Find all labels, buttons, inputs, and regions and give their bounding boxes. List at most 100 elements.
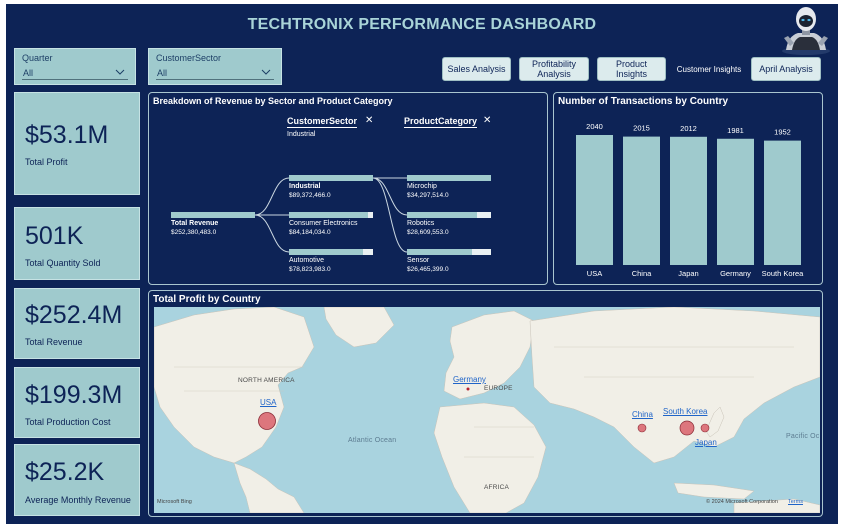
quarter-dropdown[interactable]: All — [22, 66, 128, 80]
quarter-slicer[interactable]: Quarter All — [14, 48, 136, 85]
chevron-down-icon[interactable] — [260, 66, 272, 78]
map-copyright: © 2024 Microsoft Corporation — [706, 499, 778, 505]
bar-china[interactable] — [623, 136, 660, 265]
bar-south-korea[interactable] — [764, 140, 801, 265]
connector-sector-category-2 — [372, 177, 408, 253]
quarter-slicer-label: Quarter — [22, 53, 53, 63]
profitability-line1: Profitability — [531, 59, 576, 69]
pacific-ocean-label: Pacific Oc — [786, 433, 820, 440]
dashboard: TECHTRONIX PERFORMANCE DASHBOARD Quarter… — [6, 4, 838, 524]
profit-bubbles — [258, 387, 710, 436]
tree-node-bar — [289, 212, 373, 218]
europe-label: EUROPE — [484, 385, 513, 392]
germany-label[interactable]: Germany — [453, 375, 486, 384]
north-america-label: NORTH AMERICA — [238, 377, 295, 384]
south-korea-label[interactable]: South Korea — [663, 407, 708, 416]
chevron-down-icon[interactable] — [114, 66, 126, 78]
tree-node-value: $26,465,399.0 — [407, 266, 449, 273]
tree-node-bar-fill — [407, 212, 477, 218]
customer-sector-slicer-label: CustomerSector — [156, 53, 222, 63]
bar-japan[interactable] — [670, 136, 707, 265]
quarter-value: All — [23, 68, 34, 78]
tick-label: South Korea — [762, 269, 805, 278]
connector-root-sector-2 — [254, 214, 290, 253]
tick-label: Japan — [678, 269, 698, 278]
atlantic-ocean-label: Atlantic Ocean — [348, 437, 397, 444]
africa-label: AFRICA — [484, 484, 510, 491]
profitability-analysis-button[interactable]: Profitability Analysis — [519, 57, 589, 81]
robot-avatar-icon — [782, 7, 830, 55]
kpi-label: Total Production Cost — [25, 417, 111, 427]
tree-node-bar-fill — [289, 249, 363, 255]
profit-map-title: Total Profit by Country — [153, 294, 261, 305]
profit-map-panel: Total Profit by Country — [148, 290, 823, 517]
customer-sector-selected: Industrial — [287, 131, 316, 138]
tree-node-label: Total Revenue — [171, 220, 219, 227]
kpi-value: 501K — [25, 222, 84, 250]
revenue-breakdown-panel: Breakdown of Revenue by Sector and Produ… — [148, 92, 548, 285]
china-label[interactable]: China — [632, 410, 653, 419]
tree-node-bar — [289, 175, 373, 181]
tree-node-bar — [407, 249, 491, 255]
customer-insights-button[interactable]: Customer Insights — [676, 64, 742, 74]
world-map[interactable]: NORTH AMERICA EUROPE AFRICA Atlantic Oce… — [154, 307, 820, 513]
tree-node-value: $89,372,466.0 — [289, 192, 331, 199]
data-label: 2040 — [586, 122, 603, 131]
map-terms-link[interactable]: Terms — [788, 499, 803, 505]
tree-node-bar-fill — [407, 249, 472, 255]
japan-label[interactable]: Japan — [695, 438, 717, 447]
product-insights-button[interactable]: Product Insights — [597, 57, 666, 81]
close-icon[interactable]: ✕ — [365, 115, 374, 126]
kpi-label: Total Quantity Sold — [25, 258, 101, 268]
kpi-value: $25.2K — [25, 458, 105, 486]
close-icon[interactable]: ✕ — [483, 115, 492, 126]
customer-sector-dropdown[interactable]: All — [156, 66, 274, 80]
data-label: 1952 — [774, 128, 791, 137]
bar-usa[interactable] — [576, 135, 613, 265]
tree-node-bar — [289, 249, 373, 255]
bubble-south-korea[interactable] — [679, 420, 695, 436]
connector-sector-category-1 — [372, 177, 408, 216]
tree-node-bar-fill — [407, 175, 491, 181]
data-label: 2012 — [680, 124, 697, 133]
kpi-total-quantity-sold: 501K Total Quantity Sold — [14, 207, 140, 280]
tree-node-label: Industrial — [289, 183, 321, 190]
april-analysis-button[interactable]: April Analysis — [751, 57, 821, 81]
tree-node-value: $34,297,514.0 — [407, 192, 449, 199]
tree-node-value: $252,380,483.0 — [171, 229, 217, 236]
tree-node-value: $28,609,553.0 — [407, 229, 449, 236]
bing-logo: Microsoft Bing — [157, 499, 192, 505]
sales-analysis-button[interactable]: Sales Analysis — [442, 57, 511, 81]
bubble-japan[interactable] — [700, 423, 710, 433]
tree-node-bar — [407, 175, 491, 181]
connector-root-sector-0 — [254, 177, 290, 216]
kpi-average-monthly-revenue: $25.2K Average Monthly Revenue — [14, 444, 140, 516]
tree-node-label: Automotive — [289, 257, 325, 264]
product-category-level-header: ProductCategory — [404, 116, 478, 128]
revenue-breakdown-title: Breakdown of Revenue by Sector and Produ… — [153, 96, 393, 106]
tree-node-bar — [407, 212, 491, 218]
profitability-line2: Analysis — [537, 69, 571, 79]
page-title: TECHTRONIX PERFORMANCE DASHBOARD — [247, 16, 597, 33]
bubble-germany[interactable] — [466, 387, 470, 391]
usa-label[interactable]: USA — [260, 398, 277, 407]
data-label: 1981 — [727, 126, 744, 135]
kpi-label: Average Monthly Revenue — [25, 495, 131, 505]
customer-sector-value: All — [157, 68, 168, 78]
kpi-value: $252.4M — [25, 301, 123, 329]
kpi-label: Total Profit — [25, 157, 68, 167]
tree-connectors — [254, 177, 408, 253]
transactions-chart-panel: Number of Transactions by Country 2040 US… — [553, 92, 823, 285]
kpi-total-revenue: $252.4M Total Revenue — [14, 288, 140, 359]
bubble-usa[interactable] — [258, 412, 276, 430]
bar-germany[interactable] — [717, 138, 754, 265]
kpi-label: Total Revenue — [25, 337, 83, 347]
bubble-china[interactable] — [637, 423, 647, 433]
tree-node-label: Consumer Electronics — [289, 220, 358, 227]
customer-sector-slicer[interactable]: CustomerSector All — [148, 48, 282, 85]
transactions-bar-chart: 2040 USA 2015 China 2012 Japan 1981 Germany 1952… — [576, 122, 805, 278]
kpi-total-profit: $53.1M Total Profit — [14, 92, 140, 195]
kpi-value: $199.3M — [25, 381, 123, 409]
transactions-chart-title: Number of Transactions by Country — [558, 96, 729, 107]
tree-node-label: Sensor — [407, 257, 430, 264]
